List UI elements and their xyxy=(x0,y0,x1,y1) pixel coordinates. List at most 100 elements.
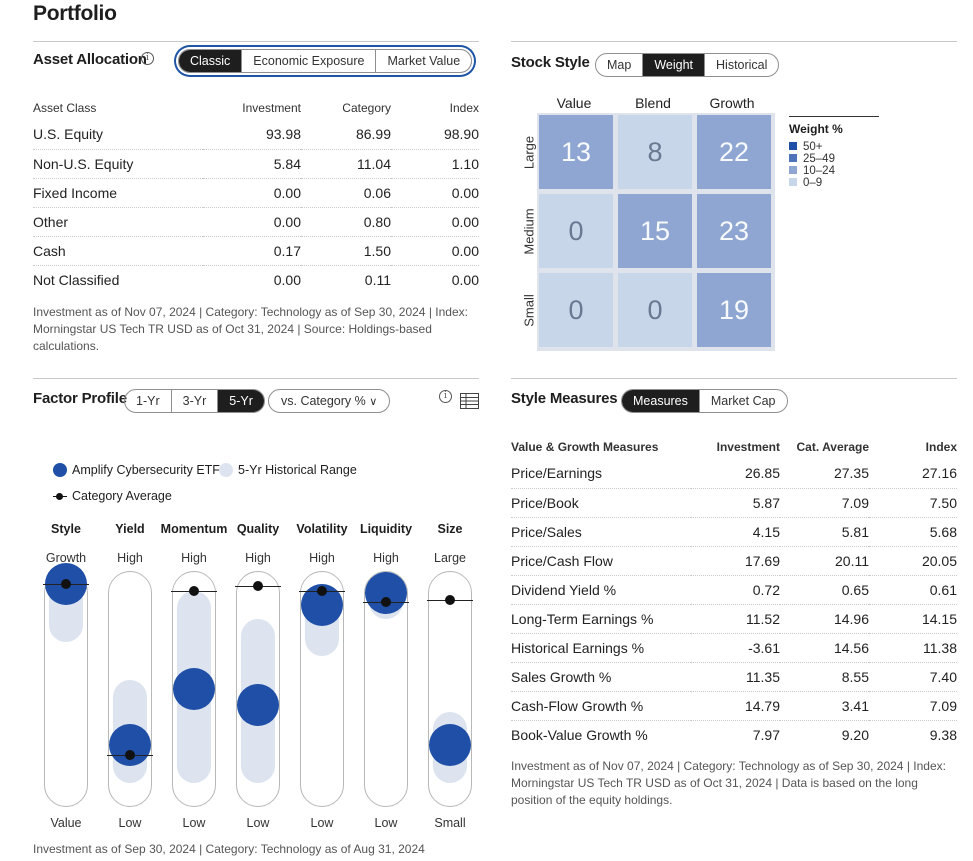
info-icon[interactable]: i xyxy=(439,390,452,403)
legend-swatch xyxy=(789,142,797,150)
table-cell-value: 11.04 xyxy=(301,149,391,179)
table-row: Dividend Yield % 0.72 0.65 0.61 xyxy=(511,575,957,605)
factor-bottom-label: Small xyxy=(434,816,466,830)
tab-5yr[interactable]: 5-Yr xyxy=(217,390,264,412)
page-title: Portfolio xyxy=(33,2,117,25)
col-cat-average: Cat. Average xyxy=(796,440,869,454)
style-cell[interactable]: 22 xyxy=(697,115,771,189)
col-asset-class: Asset Class xyxy=(33,101,97,115)
legend-label: 10–24 xyxy=(803,165,835,177)
compare-dropdown[interactable]: vs. Category % ∨ xyxy=(268,389,391,413)
factor-bottom-label: Low xyxy=(246,816,270,830)
table-cell-label: Dividend Yield % xyxy=(511,575,691,605)
style-cell[interactable]: 23 xyxy=(697,194,771,268)
style-cell[interactable]: 0 xyxy=(618,273,692,347)
category-average-dot xyxy=(317,585,327,596)
factor-name: Yield xyxy=(115,522,145,536)
info-icon[interactable]: i xyxy=(141,52,154,65)
style-cell[interactable]: 19 xyxy=(697,273,771,347)
table-cell-label: Price/Sales xyxy=(511,517,691,547)
tab-measures[interactable]: Measures xyxy=(622,390,699,412)
table-cell-value: 0.00 xyxy=(391,178,479,208)
table-cell-value: 7.40 xyxy=(869,662,957,692)
tab-historical[interactable]: Historical xyxy=(704,54,778,76)
table-cell-value: -3.61 xyxy=(691,633,780,663)
table-cell-value: 7.50 xyxy=(869,488,957,518)
legend-label: 0–9 xyxy=(803,177,823,189)
tab-1yr[interactable]: 1-Yr xyxy=(136,394,160,408)
tab-market-cap[interactable]: Market Cap xyxy=(698,390,787,412)
style-cell[interactable]: 15 xyxy=(618,194,692,268)
factor-top-label: Growth xyxy=(45,551,87,565)
table-cell-value: 0.00 xyxy=(203,207,301,237)
table-row: Cash-Flow Growth % 14.79 3.41 7.09 xyxy=(511,691,957,721)
table-cell-value: 0.17 xyxy=(203,236,301,266)
tab-economic-exposure[interactable]: Economic Exposure xyxy=(241,50,375,72)
table-row: Price/Sales 4.15 5.81 5.68 xyxy=(511,517,957,547)
factor-top-label: High xyxy=(117,551,143,565)
tab-3yr[interactable]: 3-Yr xyxy=(170,390,218,412)
table-row: Book-Value Growth % 7.97 9.20 9.38 xyxy=(511,720,957,749)
legend-label: 25–49 xyxy=(803,153,835,165)
style-measures-table: Value & Growth Measures Investment Cat. … xyxy=(511,435,957,749)
fund-marker xyxy=(173,668,215,710)
table-cell-value: 26.85 xyxy=(691,459,780,489)
table-cell-label: Book-Value Growth % xyxy=(511,726,648,743)
table-cell-value: 7.09 xyxy=(780,488,869,518)
tab-weight[interactable]: Weight xyxy=(642,54,705,76)
tab-classic[interactable]: Classic xyxy=(179,50,242,72)
factor-bottom-label: Value xyxy=(50,816,82,830)
col-index: Index xyxy=(449,101,479,115)
factor-profile-title: Factor Profile xyxy=(33,390,127,407)
legend-swatch xyxy=(789,154,797,162)
category-average-dot xyxy=(61,578,71,589)
style-cell[interactable]: 0 xyxy=(539,273,613,347)
asset-allocation-title: Asset Allocation xyxy=(33,51,147,68)
factor-profile-note: Investment as of Sep 30, 2024 | Category… xyxy=(33,842,425,856)
col-investment: Investment xyxy=(716,440,780,454)
factor-top-label: High xyxy=(373,551,399,565)
factor-track xyxy=(108,571,152,807)
factor-top-label: Large xyxy=(434,551,466,565)
asset-allocation-note: Investment as of Nov 07, 2024 | Category… xyxy=(33,305,468,353)
table-cell-label: Fixed Income xyxy=(33,178,203,208)
table-cell-value: 0.61 xyxy=(869,575,957,605)
tab-market-value[interactable]: Market Value xyxy=(375,50,471,72)
table-cell-value: 4.15 xyxy=(691,517,780,547)
table-cell-value: 1.10 xyxy=(391,149,479,179)
table-row: Other 0.00 0.80 0.00 xyxy=(33,207,479,237)
range-legend-label: 5-Yr Historical Range xyxy=(238,463,357,477)
table-row: Cash 0.17 1.50 0.00 xyxy=(33,236,479,266)
factor-track xyxy=(44,571,88,807)
factor-bottom-label: Low xyxy=(182,816,206,830)
fund-marker xyxy=(365,572,407,615)
table-cell-value: 9.20 xyxy=(841,726,869,743)
table-cell-label: Non-U.S. Equity xyxy=(33,149,203,179)
table-cell-value: 0.00 xyxy=(391,207,479,237)
factor-top-label: High xyxy=(245,551,271,565)
fund-marker xyxy=(237,684,279,727)
category-average-dot xyxy=(381,597,391,608)
style-cell[interactable]: 8 xyxy=(618,115,692,189)
table-view-icon[interactable] xyxy=(460,393,480,410)
table-cell-value: 8.55 xyxy=(780,662,869,692)
table-row: U.S. Equity 93.98 86.99 98.90 xyxy=(33,120,479,150)
style-cell[interactable]: 13 xyxy=(539,115,613,189)
style-cell[interactable]: 0 xyxy=(539,194,613,268)
factor-name: Quality xyxy=(236,522,280,536)
table-cell-label: Price/Book xyxy=(511,488,691,518)
table-cell-value: 20.11 xyxy=(780,546,869,576)
table-cell-label: Cash-Flow Growth % xyxy=(511,691,691,721)
table-cell-value: 7.09 xyxy=(869,691,957,721)
tab-map[interactable]: Map xyxy=(607,58,632,72)
legend-title: Weight % xyxy=(789,122,843,136)
table-row: Price/Cash Flow 17.69 20.11 20.05 xyxy=(511,546,957,576)
legend-swatch xyxy=(789,178,797,186)
table-cell-value: 0.11 xyxy=(364,271,391,288)
style-row-label: Small xyxy=(521,294,537,327)
factor-top-label: High xyxy=(309,551,335,565)
table-row: Price/Earnings 26.85 27.35 27.16 xyxy=(511,459,957,489)
table-cell-value: 7.97 xyxy=(752,726,780,743)
style-legend: Weight % 50+ 25–49 10–24 0–9 xyxy=(789,116,879,189)
table-cell-value: 3.41 xyxy=(780,691,869,721)
